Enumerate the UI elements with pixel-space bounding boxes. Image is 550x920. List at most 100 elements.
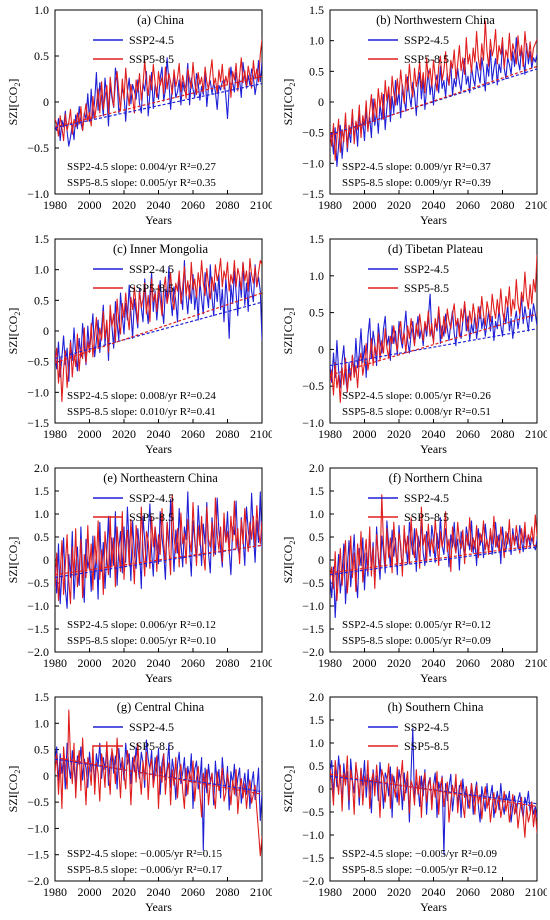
panel-title: (a) China — [137, 13, 184, 27]
y-tick-label: −1.5 — [27, 622, 49, 636]
chart-panel-4: −1.0 −0.5 0 0.5 1.0 1.5 1980 2000 2020 2040 2060 20… — [275, 229, 549, 462]
y-axis-label: SZI[CO2] — [281, 537, 297, 584]
x-tick-label: 2100 — [250, 885, 272, 899]
x-tick-label: 2040 — [422, 427, 446, 441]
y-tick-label: −1.0 — [27, 599, 49, 613]
y-tick-label: −2.0 — [302, 874, 324, 888]
y-tick-label: −0.5 — [302, 126, 324, 140]
x-tick-label: 2000 — [353, 198, 377, 212]
trend-line-ssp245 — [55, 301, 262, 360]
chart-svg: −2.0 −1.5 −1.0 −0.5 0 0.5 1.0 1.5 2.0 1980 2000 202… — [281, 690, 549, 914]
x-tick-label: 1980 — [318, 427, 342, 441]
chart-svg: −1.5 −1.0 −0.5 0 0.5 1.0 1.5 1980 2000 2020 2040 20… — [6, 232, 274, 456]
legend-ssp585-label: SSP5-8.5 — [129, 510, 174, 524]
x-axis-label: Years — [420, 213, 447, 227]
y-tick-label: 1.0 — [309, 269, 324, 283]
chart-panel-2: −1.5 −1.0 −0.5 0 0.5 1.0 1.5 1980 2000 2020 2040 20… — [275, 0, 549, 233]
y-tick-label: 0 — [318, 553, 324, 567]
y-tick-label: 0 — [43, 769, 49, 783]
y-axis-label: SZI[CO2] — [281, 79, 297, 126]
slope-annotation: SSP5-8.5 slope: 0.008/yr R²=0.51 — [342, 406, 491, 418]
y-tick-label: 0.5 — [309, 306, 324, 320]
chart-panel-8: −2.0 −1.5 −1.0 −0.5 0 0.5 1.0 1.5 2.0 1980 2000 202… — [275, 687, 549, 920]
slope-annotation: SSP5-8.5 slope: 0.009/yr R²=0.39 — [342, 177, 491, 189]
slope-annotation: SSP5-8.5 slope: 0.005/yr R²=0.10 — [67, 635, 216, 647]
panel-title: (h) Southern China — [388, 700, 484, 714]
x-tick-label: 2060 — [456, 427, 480, 441]
y-tick-label: −1.0 — [302, 156, 324, 170]
legend-ssp245-label: SSP2-4.5 — [404, 491, 449, 505]
y-tick-label: 0.5 — [34, 293, 49, 307]
series-line-ssp585 — [330, 494, 537, 602]
y-tick-label: 2.0 — [309, 690, 324, 704]
x-tick-label: 2000 — [78, 198, 102, 212]
y-tick-label: −1.0 — [27, 385, 49, 399]
y-tick-label: 0 — [43, 553, 49, 567]
series-line-ssp585 — [55, 709, 262, 857]
y-tick-label: 0.5 — [34, 743, 49, 757]
y-axis-label: SZI[CO2] — [6, 537, 22, 584]
slope-annotation: SSP2-4.5 slope: 0.004/yr R²=0.27 — [67, 161, 216, 173]
x-tick-label: 1980 — [318, 656, 342, 670]
x-tick-label: 1980 — [43, 885, 67, 899]
y-tick-label: 0.5 — [34, 530, 49, 544]
y-tick-label: 0 — [43, 95, 49, 109]
panel-title: (e) Northeastern China — [103, 471, 218, 485]
y-axis-label: SZI[CO2] — [6, 79, 22, 126]
y-tick-label: 1.0 — [309, 736, 324, 750]
panel-title: (g) Central China — [117, 700, 205, 714]
chart-panel-1: −1.0 −0.5 0 0.5 1.0 1980 2000 2020 2040 2060 2080 2… — [0, 0, 274, 233]
y-tick-label: −0.5 — [302, 805, 324, 819]
trend-line-ssp245 — [55, 83, 262, 129]
chart-panel-7: −2.0 −1.5 −1.0 −0.5 0 0.5 1.0 1.5 1980 2000 2020 20… — [0, 687, 274, 920]
x-tick-label: 2060 — [181, 198, 205, 212]
y-axis-label: SZI[CO2] — [6, 766, 22, 813]
legend-ssp245-label: SSP2-4.5 — [404, 262, 449, 276]
y-tick-label: 0 — [318, 95, 324, 109]
slope-annotation: SSP2-4.5 slope: 0.009/yr R²=0.37 — [342, 161, 491, 173]
series-group — [55, 491, 262, 609]
legend-ssp585-label: SSP5-8.5 — [129, 281, 174, 295]
y-tick-label: 1.5 — [34, 484, 49, 498]
trend-line-ssp585 — [55, 756, 262, 795]
panel-title: (d) Tibetan Plateau — [388, 242, 484, 256]
chart-svg: −2.0 −1.5 −1.0 −0.5 0 0.5 1.0 1.5 1980 2000 2020 20… — [6, 690, 274, 914]
y-tick-label: −1.0 — [302, 828, 324, 842]
chart-svg: −2.0 −1.5 −1.0 −0.5 0 0.5 1.0 1.5 2.0 1980 2000 202… — [6, 461, 274, 685]
series-group — [330, 255, 537, 403]
y-axis-label: SZI[CO2] — [6, 308, 22, 355]
y-tick-label: 0.5 — [309, 64, 324, 78]
x-tick-label: 2020 — [112, 198, 136, 212]
y-tick-label: −2.0 — [27, 645, 49, 659]
x-tick-label: 1980 — [43, 427, 67, 441]
x-axis-label: Years — [420, 671, 447, 685]
y-tick-label: 1.0 — [34, 3, 49, 17]
x-axis-label: Years — [145, 671, 172, 685]
series-group — [55, 709, 262, 857]
y-tick-label: −2.0 — [302, 645, 324, 659]
x-tick-label: 2020 — [387, 656, 411, 670]
slope-annotation: SSP5-8.5 slope: 0.005/yr R²=0.09 — [342, 635, 491, 647]
x-axis-label: Years — [420, 900, 447, 914]
series-group — [55, 258, 262, 403]
series-line-ssp585 — [330, 255, 537, 403]
trend-line-ssp585 — [55, 75, 262, 128]
slope-annotation: SSP5-8.5 slope: −0.006/yr R²=0.17 — [67, 864, 223, 876]
y-tick-label: −1.5 — [302, 622, 324, 636]
legend-ssp245-label: SSP2-4.5 — [129, 491, 174, 505]
slope-annotation: SSP5-8.5 slope: −0.005/yr R²=0.12 — [342, 864, 497, 876]
panel-title: (b) Northwestern China — [376, 13, 495, 27]
x-tick-label: 2020 — [387, 427, 411, 441]
legend-ssp585-label: SSP5-8.5 — [404, 281, 449, 295]
x-tick-label: 1980 — [43, 198, 67, 212]
x-tick-label: 1980 — [318, 885, 342, 899]
series-line-ssp245 — [55, 57, 262, 147]
legend-ssp585-label: SSP5-8.5 — [129, 739, 174, 753]
x-tick-label: 2040 — [147, 656, 171, 670]
chart-panel-6: −2.0 −1.5 −1.0 −0.5 0 0.5 1.0 1.5 2.0 1980 2000 202… — [275, 458, 549, 691]
y-tick-label: −1.0 — [302, 416, 324, 430]
trend-line-ssp585 — [330, 65, 537, 137]
x-tick-label: 2080 — [491, 885, 515, 899]
x-axis-label: Years — [145, 213, 172, 227]
